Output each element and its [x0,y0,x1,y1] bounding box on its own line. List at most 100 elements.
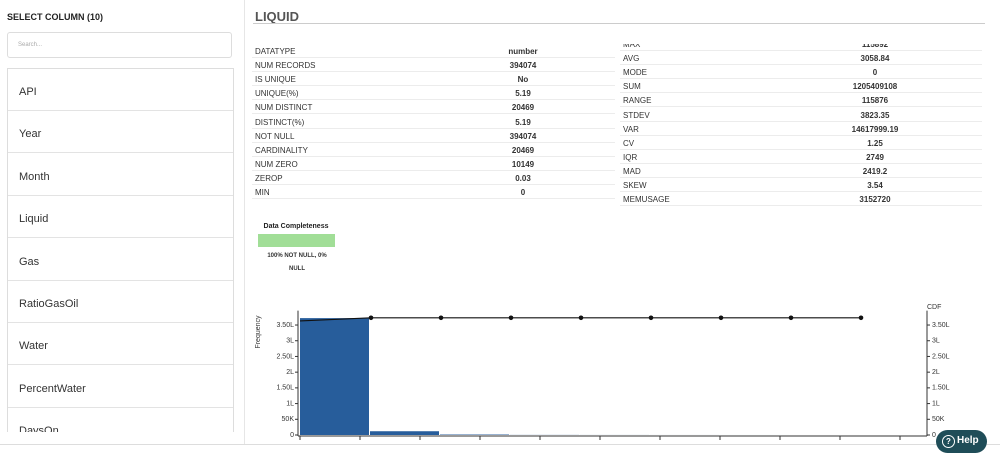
stat-value: 0.03 [515,173,531,183]
y-tick-label: 2.50L [276,353,294,360]
stat-value: 20469 [511,103,535,113]
bar [300,318,369,435]
cdf-point [788,315,794,321]
stats-row: MAD 2419.2 [620,164,982,178]
completeness-bar [258,234,335,247]
column-item[interactable]: Gas [8,239,233,281]
stats-row: UNIQUE(%) 5.19 [252,86,615,101]
column-item[interactable]: DaysOn [8,408,233,432]
stats-row: DATATYPE number [252,44,615,58]
y-tick-label: 50K [282,416,295,423]
cdf-point [368,315,374,321]
stats-row: MODE 0 [620,65,982,80]
column-item[interactable]: Liquid [8,196,233,239]
stat-value: 0 [520,188,526,197]
stat-value: 14617999.19 [851,124,899,134]
y2-tick-label: 2.50L [932,353,950,360]
column-list: API Year Month Liquid Gas RatioGasOil Water Per… [7,68,234,432]
stats-row: MAX 115892 [620,44,982,51]
stats-row: VAR 14617999.19 [620,122,982,136]
footer-line [0,444,1000,445]
help-button[interactable]: ? Help [936,430,987,453]
stats-row: NUM RECORDS 394074 [252,58,615,73]
stat-value: 5.19 [515,89,531,99]
stat-name: IQR [623,152,638,162]
stat-name: IS UNIQUE [255,75,296,85]
stat-name: MAX [623,44,641,49]
completeness-title: Data Completeness [263,223,329,230]
stat-value: No [517,75,529,85]
cdf-point [438,315,444,321]
stats-row: NUM ZERO 10149 [252,157,615,171]
title-underline [253,23,985,24]
y-axis-title: Frequency [255,315,262,349]
stats-row: NUM DISTINCT 20469 [252,100,615,115]
stat-name: SUM [623,82,641,92]
stats-table-right: MAX 115892 AVG 3058.84 MODE 0 SUM 1205409108 RAN… [620,44,982,206]
stat-value: 2749 [866,152,884,162]
stats-row: IQR 2749 [620,150,982,164]
divider [244,0,245,444]
column-item[interactable]: Month [8,154,233,196]
stat-value: number [508,47,538,56]
y2-tick-label: 0 [932,432,936,439]
stats-row: NOT NULL 394074 [252,129,615,143]
stat-name: NUM ZERO [255,159,298,169]
stats-row: CV 1.25 [620,136,982,150]
stat-value: 10149 [511,159,535,169]
cdf-point [508,315,514,321]
stat-name: DATATYPE [255,47,296,56]
sidebar-title: SELECT COLUMN (10) [7,12,104,22]
stats-row: ZEROP 0.03 [252,171,615,185]
y-tick-label: 0 [290,432,294,439]
stats-row: AVG 3058.84 [620,51,982,66]
stat-name: NOT NULL [255,131,295,141]
column-item[interactable]: Year [8,111,233,154]
y2-tick-label: 50K [932,416,945,423]
stat-name: MEMUSAGE [623,195,670,205]
stat-name: ZEROP [255,173,283,183]
stat-value: 3152720 [859,195,891,205]
y-tick-label: 3.50L [276,322,294,329]
stat-value: 394074 [509,61,537,71]
y2-tick-label: 1L [932,400,940,407]
stat-name: MAD [623,166,641,176]
y2-tick-label: 3.50L [932,322,950,329]
stat-value: 115876 [861,96,889,106]
stats-row: RANGE 115876 [620,93,982,108]
stat-name: AVG [623,54,640,64]
stat-value: 0 [872,68,878,78]
stat-name: STDEV [623,110,650,120]
cdf-point [858,315,864,321]
stats-row: STDEV 3823.35 [620,108,982,122]
stat-value: 3058.84 [860,54,890,64]
stat-name: CV [623,138,635,148]
y-tick-label: 2L [286,369,294,376]
y2-tick-label: 1.50L [932,385,950,392]
column-title: LIQUID [255,9,300,24]
bar [370,431,439,435]
column-item[interactable]: API [8,69,233,111]
y2-tick-label: 3L [932,338,940,345]
y2-tick-label: 2L [932,369,940,376]
stat-name: MODE [623,68,647,78]
y-tick-label: 1.50L [276,385,294,392]
stat-name: VAR [623,124,639,134]
stat-name: CARDINALITY [255,145,308,155]
help-label: Help [957,435,979,446]
stat-name: DISTINCT(%) [255,117,305,127]
cdf-point [648,315,654,321]
cdf-point [578,315,584,321]
stats-row: DISTINCT(%) 5.19 [252,115,615,129]
stat-value: 3823.35 [860,110,890,120]
column-item[interactable]: Water [8,323,233,366]
stat-name: UNIQUE(%) [255,89,299,99]
stats-row: SKEW 3.54 [620,178,982,192]
stat-name: RANGE [623,96,652,106]
y-tick-label: 1L [286,400,294,407]
search-input[interactable]: Search... [7,32,232,58]
column-item[interactable]: RatioGasOil [8,281,233,323]
column-item[interactable]: PercentWater [8,366,233,408]
stat-name: NUM DISTINCT [255,103,313,113]
